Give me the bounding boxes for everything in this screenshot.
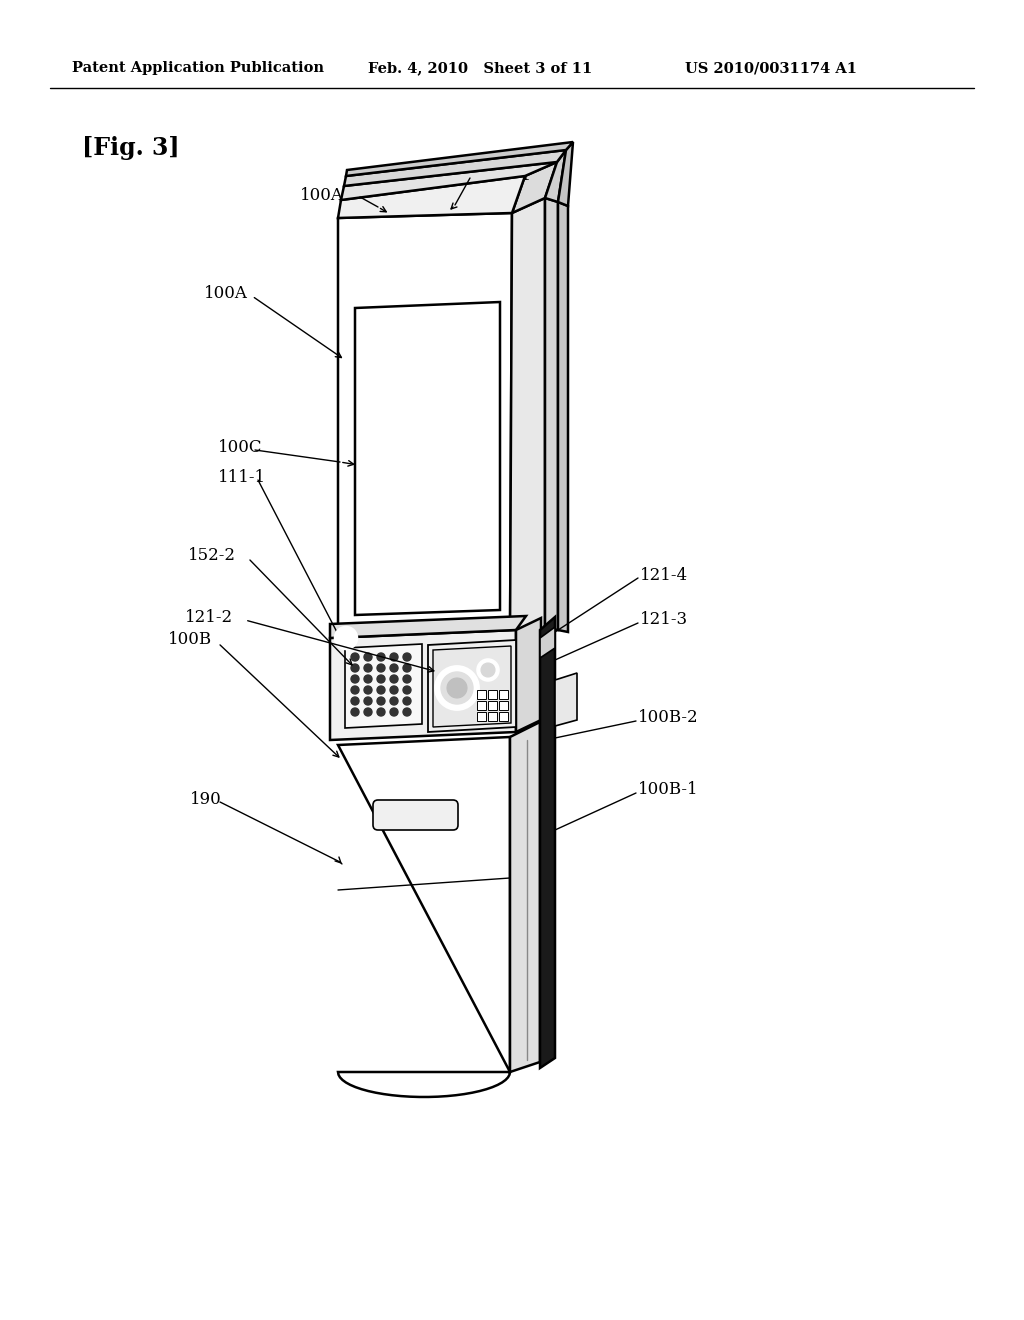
Polygon shape [345,644,422,729]
Bar [488,701,497,710]
Polygon shape [540,616,555,1068]
Bar [488,711,497,721]
Polygon shape [330,630,516,741]
Circle shape [390,664,398,672]
Text: 100B-2: 100B-2 [638,710,698,726]
Circle shape [377,686,385,694]
Circle shape [477,659,499,681]
Circle shape [364,708,372,715]
Bar [477,701,486,710]
Polygon shape [545,150,566,202]
Circle shape [335,627,357,649]
Polygon shape [540,627,555,657]
Polygon shape [346,143,573,176]
Polygon shape [330,616,526,638]
Text: US 2010/0031174 A1: US 2010/0031174 A1 [685,61,857,75]
Circle shape [377,697,385,705]
Circle shape [364,686,372,694]
Circle shape [377,675,385,682]
Circle shape [447,678,467,698]
Circle shape [351,664,359,672]
Text: 111-1: 111-1 [218,470,266,487]
Circle shape [481,663,495,677]
Polygon shape [516,618,541,733]
Polygon shape [428,640,516,733]
Polygon shape [338,737,510,1097]
Circle shape [403,708,411,715]
Polygon shape [512,162,557,213]
Text: 100C: 100C [218,440,262,457]
Bar [488,690,497,700]
Circle shape [390,675,398,682]
Bar [499,711,508,721]
Polygon shape [558,143,573,206]
Bar [499,701,508,710]
Text: 100A-1: 100A-1 [472,166,532,183]
Text: Patent Application Publication: Patent Application Publication [72,61,324,75]
Text: Feb. 4, 2010   Sheet 3 of 11: Feb. 4, 2010 Sheet 3 of 11 [368,61,592,75]
Text: [Fig. 3]: [Fig. 3] [82,136,179,160]
Polygon shape [338,213,512,643]
Circle shape [364,664,372,672]
Polygon shape [355,302,500,615]
Circle shape [377,653,385,661]
Text: 100B: 100B [168,631,212,648]
FancyBboxPatch shape [373,800,458,830]
Polygon shape [338,176,525,218]
Bar [499,690,508,700]
Circle shape [390,653,398,661]
Polygon shape [344,150,566,186]
Bar [477,690,486,700]
Circle shape [351,653,359,661]
Circle shape [390,686,398,694]
Polygon shape [558,202,568,632]
Text: 100A: 100A [204,285,248,301]
Circle shape [364,697,372,705]
Polygon shape [545,198,558,630]
Text: 121-3: 121-3 [640,611,688,628]
Circle shape [403,653,411,661]
Circle shape [351,675,359,682]
Text: 100B-1: 100B-1 [638,781,698,799]
Circle shape [403,675,411,682]
Polygon shape [555,673,577,726]
Polygon shape [510,198,545,638]
Circle shape [441,672,473,704]
Text: 100A-2: 100A-2 [300,186,360,203]
Text: 190: 190 [190,792,222,808]
Circle shape [390,697,398,705]
Polygon shape [341,162,557,201]
Circle shape [403,697,411,705]
Polygon shape [433,645,511,727]
Circle shape [390,708,398,715]
Bar [477,711,486,721]
Circle shape [351,708,359,715]
Circle shape [364,675,372,682]
Circle shape [377,708,385,715]
Circle shape [351,697,359,705]
Text: 121-4: 121-4 [640,566,688,583]
Polygon shape [510,722,540,1072]
Circle shape [351,686,359,694]
Text: 152-2: 152-2 [188,548,236,565]
Circle shape [403,664,411,672]
Circle shape [435,667,479,710]
Circle shape [364,653,372,661]
Circle shape [403,686,411,694]
Circle shape [377,664,385,672]
Text: 121-2: 121-2 [185,610,233,627]
